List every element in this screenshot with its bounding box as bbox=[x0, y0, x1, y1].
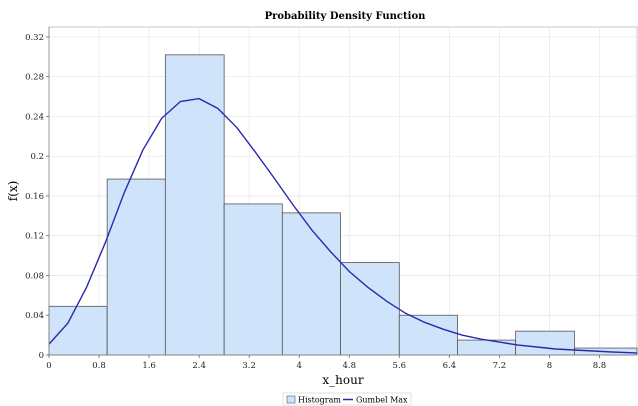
histogram-bar-5 bbox=[340, 262, 400, 356]
histogram-bar-7 bbox=[457, 339, 517, 356]
x-tick-label-6: 4.8 bbox=[342, 361, 356, 371]
x-tick-label-5: 4 bbox=[297, 361, 302, 371]
x-tick-label-4: 3.2 bbox=[242, 361, 256, 371]
legend-gumbel-label: Gumbel Max bbox=[356, 396, 408, 405]
x-tick-label-9: 7.2 bbox=[493, 361, 507, 371]
gumbel-max-curve bbox=[48, 97, 638, 354]
x-tick-label-2: 1.6 bbox=[142, 361, 156, 371]
y-tick-label-5: 0.2 bbox=[30, 152, 44, 162]
histogram-bar-6 bbox=[398, 314, 458, 356]
x-tick-label-7: 5.6 bbox=[393, 361, 407, 371]
y-axis-label: f(x) bbox=[6, 181, 20, 202]
x-tick-label-0: 0 bbox=[46, 361, 51, 371]
y-tick-label-0: 0 bbox=[39, 351, 44, 361]
y-tick-label-2: 0.08 bbox=[25, 271, 44, 281]
y-tick-label-8: 0.32 bbox=[25, 33, 44, 43]
x-tick-label-11: 8.8 bbox=[593, 361, 607, 371]
x-axis-label: x_hour bbox=[322, 373, 363, 387]
histogram-bar-2 bbox=[164, 54, 225, 356]
x-axis-ticks: 0 0.8 1.6 2.4 3.2 4 4.8 5.6 6.4 7.2 8 8.8 bbox=[46, 355, 606, 371]
y-tick-label-3: 0.12 bbox=[25, 232, 44, 242]
y-tick-label-6: 0.24 bbox=[25, 112, 44, 122]
x-tick-label-3: 2.4 bbox=[192, 361, 206, 371]
histogram-bar-8 bbox=[515, 330, 575, 356]
histogram-bar-4 bbox=[281, 212, 341, 356]
legend: Histogram Gumbel Max bbox=[282, 392, 412, 406]
legend-histogram-label: Histogram bbox=[298, 396, 341, 405]
histogram-bar-1 bbox=[106, 178, 166, 356]
y-tick-label-4: 0.16 bbox=[25, 192, 44, 202]
histogram-bar-3 bbox=[223, 203, 283, 356]
y-tick-label-7: 0.28 bbox=[25, 73, 44, 83]
legend-histogram-swatch bbox=[286, 395, 296, 404]
y-axis-ticks: 0 0.04 0.08 0.12 0.16 0.2 0.24 0.28 0.32 bbox=[25, 33, 49, 361]
x-tick-label-8: 6.4 bbox=[443, 361, 457, 371]
chart-title: Probability Density Function bbox=[265, 11, 427, 22]
x-tick-label-10: 8 bbox=[547, 361, 552, 371]
histogram-bar-0 bbox=[48, 305, 108, 356]
y-tick-label-1: 0.04 bbox=[25, 311, 44, 321]
x-tick-label-1: 0.8 bbox=[92, 361, 106, 371]
gumbel-curve-layer bbox=[48, 97, 638, 354]
axes bbox=[48, 27, 637, 356]
